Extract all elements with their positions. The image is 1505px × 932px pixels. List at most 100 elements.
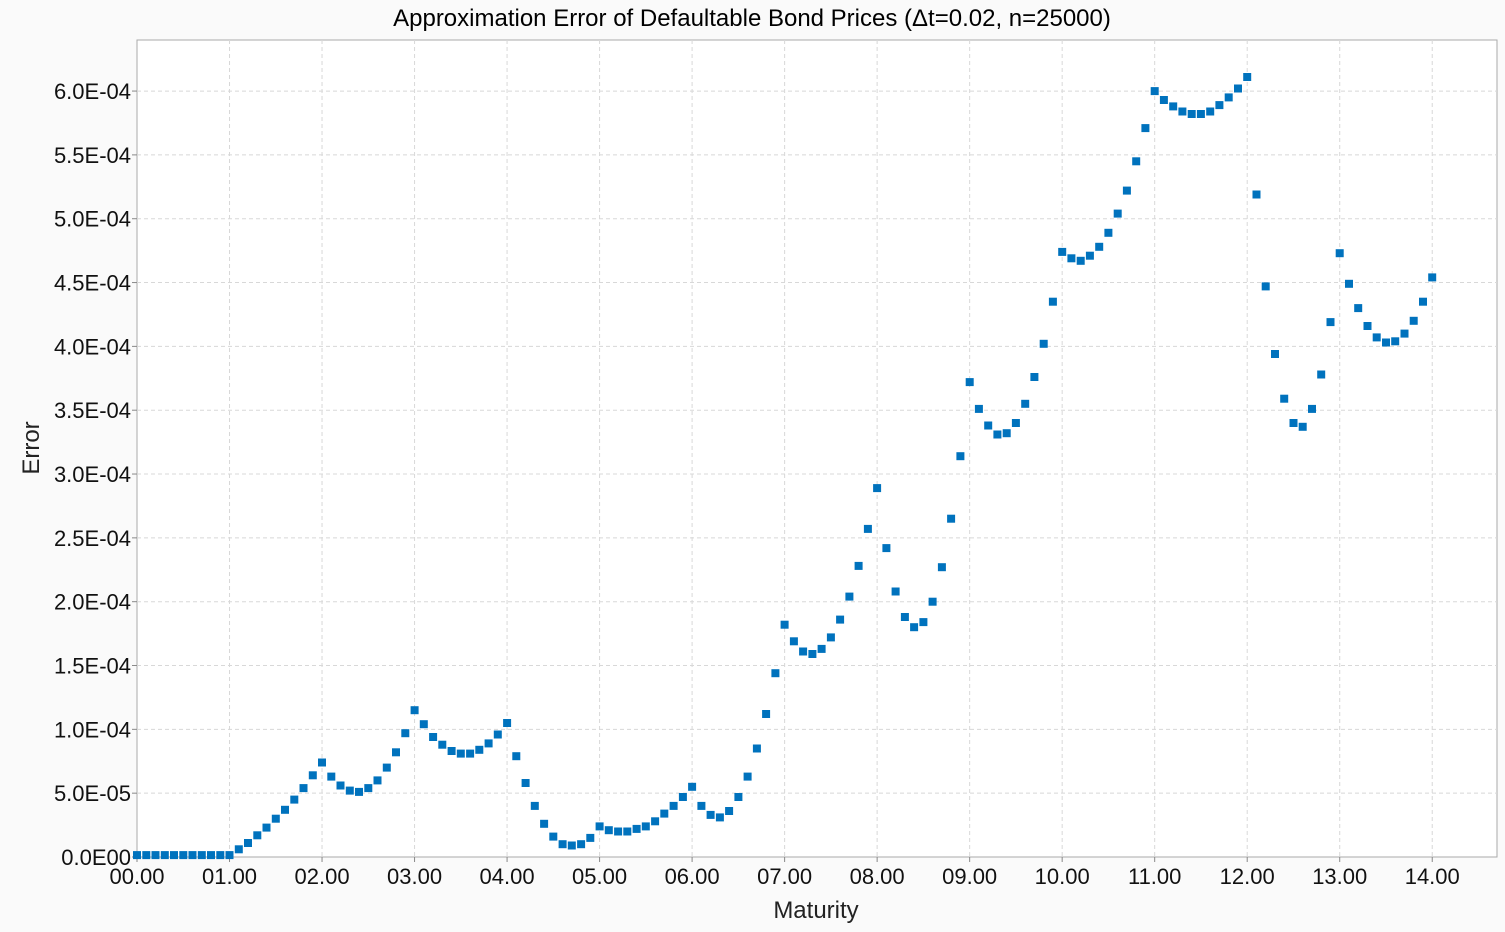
y-tick-label: 1.0E-04 (54, 717, 131, 742)
data-point (1243, 73, 1252, 81)
data-point (133, 851, 141, 860)
data-point (1345, 279, 1353, 288)
x-tick-label: 03.00 (387, 864, 442, 889)
data-point (826, 633, 835, 642)
data-point (493, 730, 502, 739)
data-point (947, 514, 956, 523)
data-point (604, 826, 613, 835)
x-tick-label: 07.00 (757, 864, 812, 889)
y-tick-label: 4.0E-04 (54, 334, 131, 359)
data-point (484, 739, 493, 748)
data-point (863, 524, 872, 533)
data-point (965, 378, 974, 387)
data-point (623, 827, 632, 836)
data-point (743, 772, 752, 781)
data-point (540, 819, 549, 828)
data-point (799, 647, 808, 656)
x-tick-label: 14.00 (1405, 864, 1460, 889)
x-tick-label: 10.00 (1035, 864, 1090, 889)
data-point (1308, 404, 1316, 413)
x-tick-label: 09.00 (942, 864, 997, 889)
data-point (1187, 110, 1196, 118)
data-point (706, 810, 715, 819)
data-point (355, 787, 363, 796)
data-point (1234, 84, 1242, 93)
data-point (919, 618, 928, 627)
x-tick-label: 12.00 (1220, 864, 1275, 889)
x-tick-label: 08.00 (850, 864, 905, 889)
data-point (290, 795, 299, 804)
data-point (1150, 87, 1159, 96)
y-tick-label: 5.0E-05 (54, 781, 131, 806)
data-point (641, 822, 650, 831)
data-point (373, 776, 382, 785)
x-tick-label: 11.00 (1128, 864, 1181, 889)
data-point (188, 851, 197, 860)
data-point (1382, 338, 1390, 347)
data-point (1409, 316, 1418, 325)
data-point (817, 644, 826, 653)
y-axis: 0.0E00 5.0E-05 1.0E-04 1.5E-04 2.0E-04 2.5E-0… (54, 79, 137, 870)
data-point (281, 805, 289, 814)
x-tick-label: 04.00 (480, 864, 535, 889)
data-point (882, 544, 891, 553)
data-point (928, 597, 937, 606)
data-point (854, 561, 863, 570)
data-point (937, 563, 946, 572)
data-points (133, 73, 1437, 860)
x-tick-label: 00.00 (109, 864, 164, 889)
data-point (1280, 394, 1289, 403)
x-tick-label: 13.00 (1312, 864, 1367, 889)
data-point (614, 827, 623, 836)
data-point (845, 592, 854, 601)
data-point (1261, 282, 1270, 291)
data-point (780, 620, 789, 629)
data-point (262, 823, 271, 832)
data-point (1085, 251, 1094, 260)
data-point (1391, 337, 1400, 346)
data-point (1196, 110, 1205, 118)
data-point (1095, 242, 1104, 251)
data-point (678, 793, 687, 801)
data-point (1058, 247, 1067, 256)
data-point (974, 404, 983, 413)
y-tick-label: 0.0E00 (61, 845, 131, 870)
data-point (151, 851, 160, 860)
data-point (1206, 107, 1215, 116)
data-point (271, 814, 280, 823)
data-point (771, 669, 780, 678)
data-point (336, 781, 345, 790)
data-point (1326, 318, 1335, 327)
data-point (345, 786, 354, 795)
data-point (1215, 101, 1224, 110)
data-point (900, 613, 909, 621)
y-tick-label: 2.0E-04 (54, 590, 131, 615)
data-point (364, 784, 373, 793)
x-tick-label: 06.00 (665, 864, 720, 889)
data-point (179, 851, 188, 860)
data-point (1335, 249, 1344, 258)
y-tick-label: 1.5E-04 (54, 654, 131, 679)
data-point (253, 831, 262, 840)
data-point (1271, 350, 1279, 358)
data-point (1178, 107, 1187, 116)
x-axis: 00.00 01.00 02.00 03.00 04.00 05.00 06.00 07.00… (109, 857, 1460, 889)
data-point (1113, 209, 1122, 218)
data-point (392, 748, 400, 757)
y-tick-label: 5.5E-04 (54, 143, 131, 168)
data-point (1132, 157, 1141, 166)
data-point (299, 784, 308, 793)
data-point (1400, 329, 1409, 338)
data-point (429, 733, 438, 741)
data-point (1011, 419, 1020, 427)
data-point (1021, 399, 1030, 408)
data-point (1372, 333, 1381, 342)
y-tick-label: 6.0E-04 (54, 79, 131, 104)
data-point (715, 813, 724, 822)
data-point (142, 851, 151, 860)
data-point (956, 452, 965, 461)
data-point (1419, 297, 1427, 306)
gridlines (137, 40, 1497, 857)
